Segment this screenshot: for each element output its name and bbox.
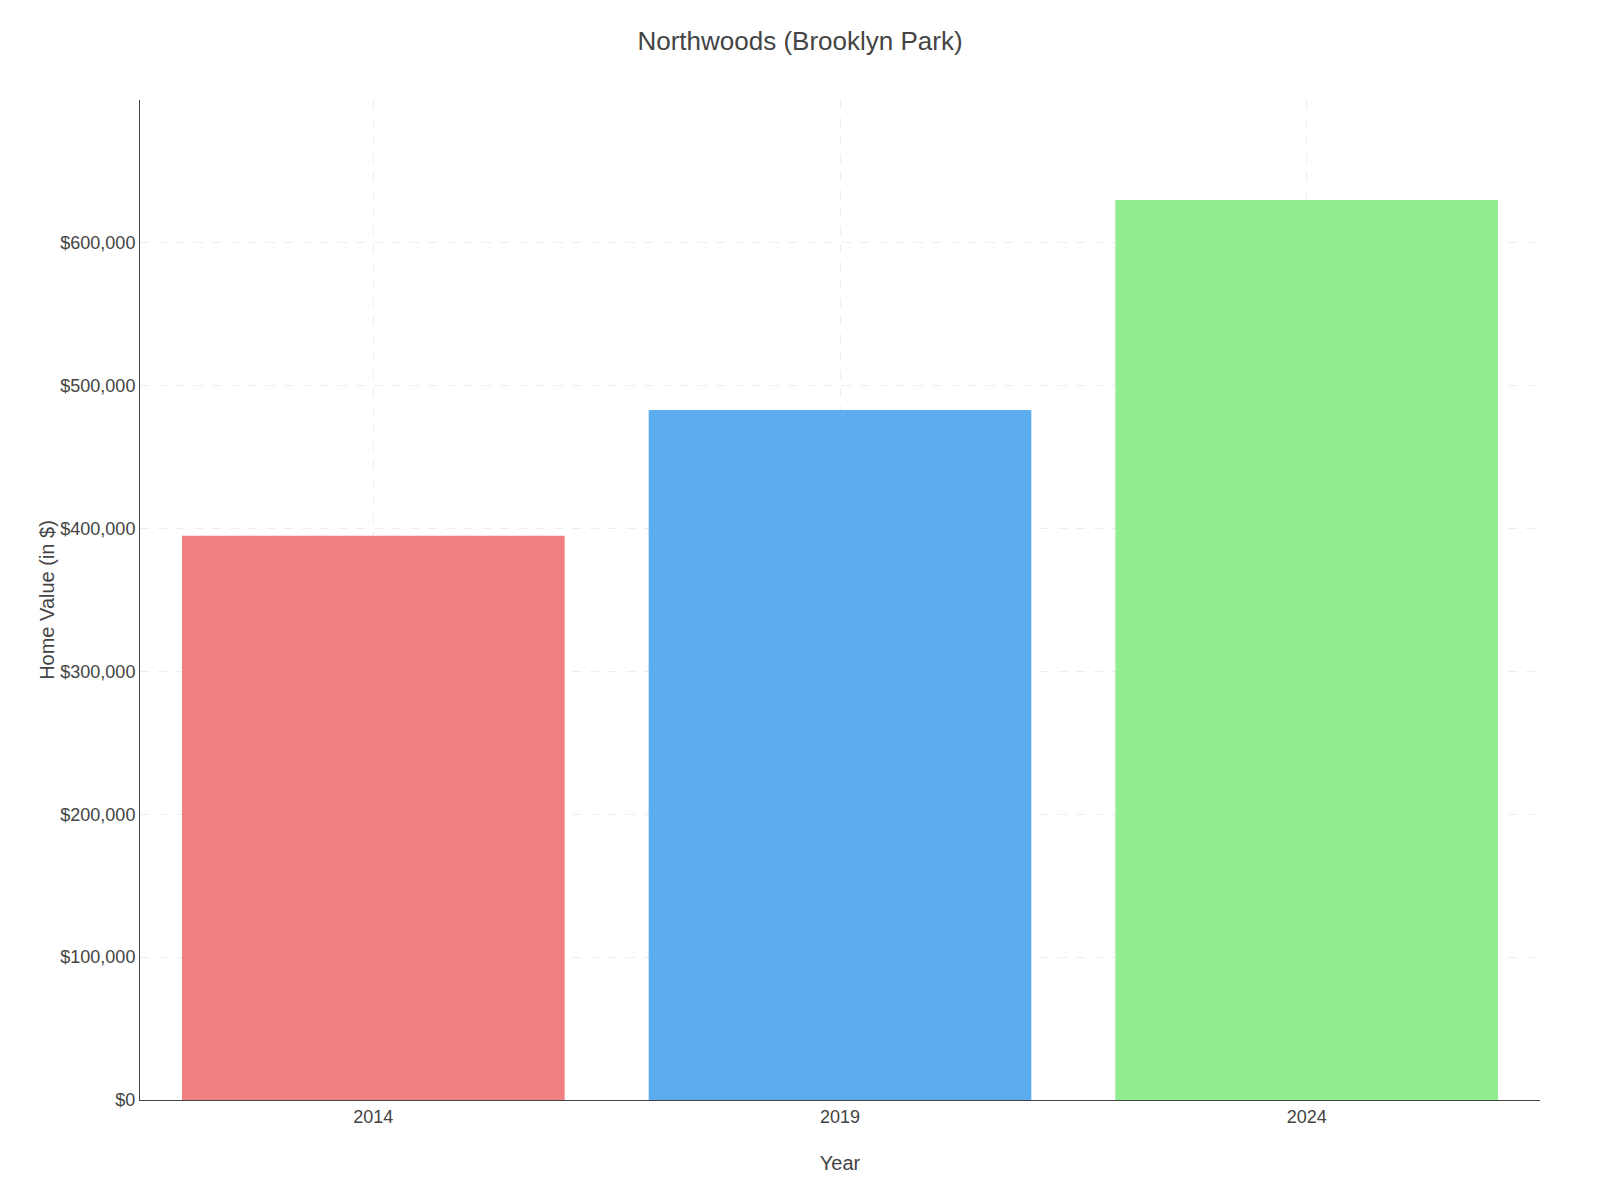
svg-text:$200,000: $200,000	[60, 805, 135, 825]
svg-text:$0: $0	[115, 1090, 135, 1110]
svg-text:Year: Year	[820, 1152, 861, 1174]
svg-text:$600,000: $600,000	[60, 233, 135, 253]
svg-text:$500,000: $500,000	[60, 376, 135, 396]
svg-text:2024: 2024	[1287, 1107, 1327, 1127]
svg-text:$100,000: $100,000	[60, 947, 135, 967]
svg-text:$300,000: $300,000	[60, 662, 135, 682]
svg-text:2014: 2014	[353, 1107, 393, 1127]
svg-text:2019: 2019	[820, 1107, 860, 1127]
svg-text:Northwoods (Brooklyn Park): Northwoods (Brooklyn Park)	[637, 26, 962, 56]
svg-text:$400,000: $400,000	[60, 519, 135, 539]
svg-text:Home Value (in $): Home Value (in $)	[36, 520, 58, 680]
